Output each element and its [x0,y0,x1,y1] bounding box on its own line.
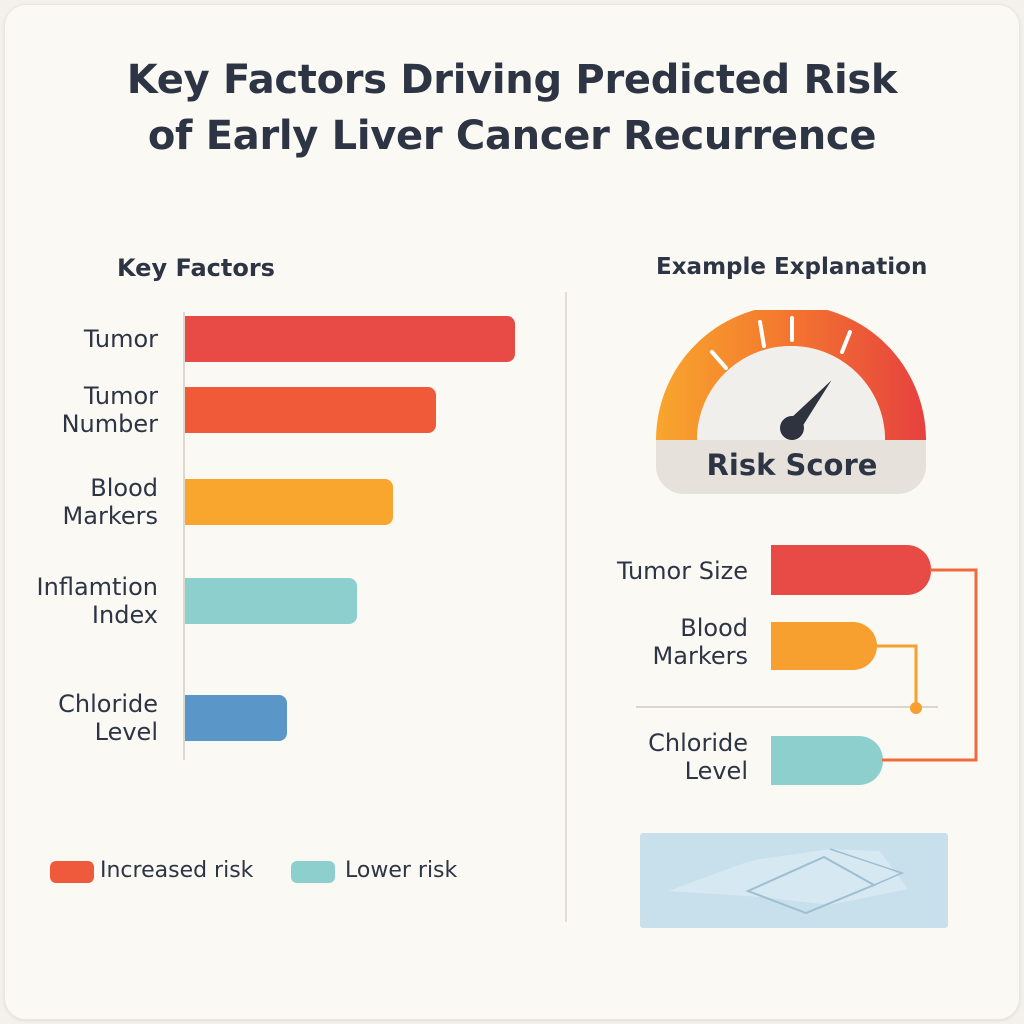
panel-divider [565,292,567,922]
bar-label-line: Number [61,410,158,438]
gauge-arc [656,310,926,440]
thumbnail-shape [668,849,908,905]
bar-label-tumor: Tumor [84,325,158,353]
explanation-bar-tumor-size [771,545,931,595]
page-title-line2: of Early Liver Cancer Recurrence [147,113,877,159]
explanation-label-tumor-size: Tumor Size [616,557,748,585]
legend-label-lower: Lower risk [345,858,458,883]
bar-label-line: Index [91,601,158,629]
bar-label-line: Chloride [58,690,158,718]
page-title-line1: Key Factors Driving Predicted Risk [126,57,898,103]
bar-inflamtion-index [185,578,357,624]
connector-tumor-to-chloride [882,568,978,762]
explanation-bar-chloride-level [771,736,883,785]
example-explanation-heading: Example Explanation [656,254,928,280]
explanation-label-blood-markers-line1: Blood [680,614,748,642]
thumbnail-edge [829,848,905,886]
bar-label-tumor-number: Tumor Number [62,382,158,438]
thumbnail-diamond-graphic [668,848,908,915]
explanation-connectors [876,568,978,762]
key-factors-heading: Key Factors [117,254,275,282]
example-thumbnail-image [640,833,948,928]
gauge-needle [780,380,832,440]
bar-label-blood-markers: Blood Markers [63,474,158,530]
gauge-tick [710,350,728,370]
explanation-label-blood-markers: Blood Markers [653,614,748,670]
page-title: Key Factors Driving Predicted Risk of Ea… [0,52,1024,164]
bar-label-line: Tumor [83,325,158,353]
bar-label-chloride-level: Chloride Level [58,690,158,746]
connector-dot [910,702,922,714]
chart-axis-line [183,312,185,760]
explanation-label-chloride-level-line2: Level [684,757,748,785]
gauge-tick [840,330,852,354]
explanation-bar-blood-markers [771,622,877,670]
bar-label-line: Markers [62,502,158,530]
gauge-base-top [656,438,926,466]
connector-blood-markers [876,644,918,708]
explanation-label-chloride-level-line1: Chloride [648,729,748,757]
explanation-label-blood-markers-line2: Markers [652,642,748,670]
bar-label-line: Tumor [83,382,158,410]
bar-tumor-number [185,387,436,433]
explanation-label-chloride-level: Chloride Level [648,729,748,785]
legend-swatch-lower [291,861,335,883]
gauge-tick [758,320,766,348]
gauge-needle-hub [780,416,804,440]
risk-score-label: Risk Score [706,448,878,482]
gauge-ticks [710,316,852,370]
bar-label-inflamtion-index: Inflamtion Index [37,573,158,629]
gauge-face [697,346,885,440]
bar-tumor [185,316,515,362]
bar-blood-markers [185,479,393,525]
bar-chloride-level [185,695,287,741]
legend-label-increased: Increased risk [100,858,254,883]
bar-label-line: Blood [90,474,158,502]
bar-label-line: Level [94,718,158,746]
explanation-separator [636,706,938,708]
bar-label-line: Inflamtion [36,573,158,601]
legend-swatch-increased [50,861,94,883]
risk-gauge [656,310,926,494]
